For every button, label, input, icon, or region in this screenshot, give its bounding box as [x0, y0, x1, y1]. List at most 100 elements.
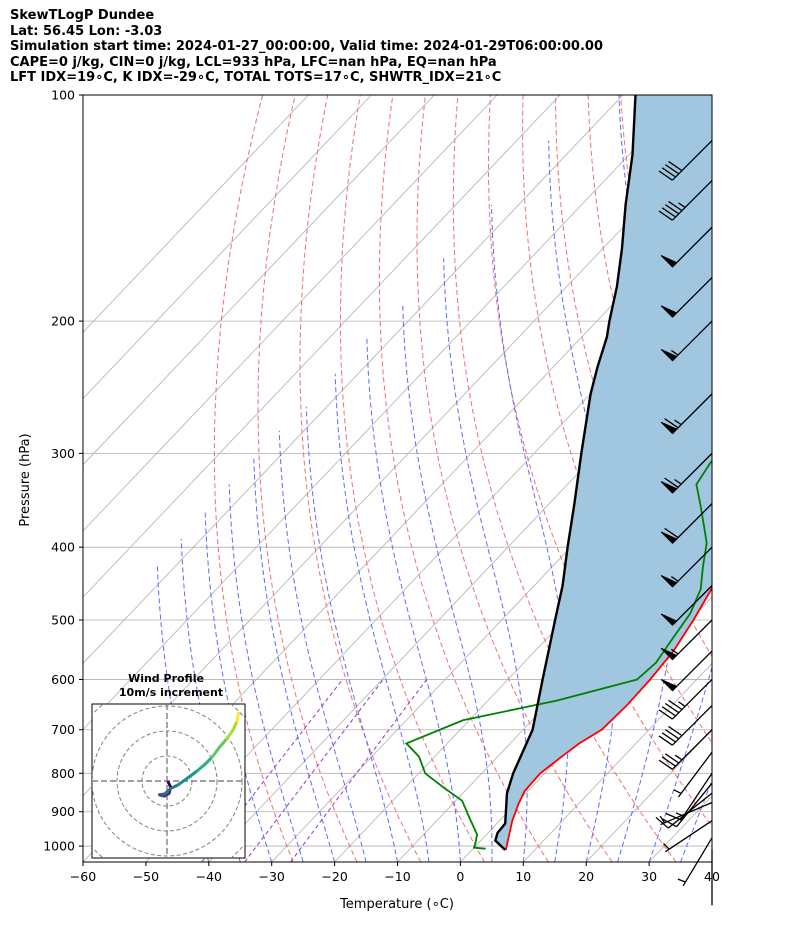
- barb-half: [674, 419, 682, 426]
- isotherm-10: [523, 662, 712, 862]
- hodograph-plot: [92, 704, 245, 858]
- x-tick-label: 40: [704, 869, 720, 884]
- barb-shaft: [671, 705, 713, 746]
- dry-adiabat: [378, 95, 549, 862]
- time-line: Simulation start time: 2024-01-27_00:00:…: [10, 39, 603, 54]
- hodograph-segment: [218, 737, 229, 749]
- barb-pennant: [660, 421, 678, 435]
- barb-shaft: [671, 650, 713, 692]
- x-tick-label: −50: [133, 869, 159, 884]
- x-tick-label: −60: [70, 869, 96, 884]
- dry-adiabat: [718, 95, 794, 862]
- isotherm--140: [83, 95, 309, 333]
- chart-title: SkewTLogP Dundee: [10, 8, 155, 23]
- barb-full: [664, 418, 679, 429]
- wind-barb: [660, 585, 713, 626]
- wind-barb: [660, 503, 713, 544]
- barb-full: [661, 818, 677, 828]
- moist-adiabat: [228, 484, 304, 862]
- barb-half: [678, 701, 686, 707]
- barb-full: [661, 167, 676, 178]
- barb-full: [668, 200, 683, 212]
- y-axis-label: Pressure (hPa): [18, 433, 33, 526]
- dewpoint-line: [404, 459, 712, 850]
- barb-shaft: [671, 585, 713, 626]
- barb-pennant: [660, 481, 678, 494]
- dry-adiabat: [522, 95, 712, 744]
- y-tick-label: 600: [51, 672, 75, 687]
- moist-adiabat: [180, 538, 241, 862]
- x-tick-label: −30: [259, 869, 285, 884]
- moist-adiabat: [744, 95, 794, 862]
- barb-pennant: [660, 305, 678, 318]
- y-tick-label: 1000: [43, 839, 75, 854]
- wind-barbs: [655, 140, 713, 906]
- barb-half: [670, 349, 679, 356]
- isotherm--90: [83, 95, 624, 664]
- barb-shaft: [680, 772, 713, 821]
- wind-barb: [660, 320, 713, 362]
- barb-shaft: [671, 277, 713, 318]
- moist-adiabat: [680, 779, 712, 862]
- barb-full: [664, 753, 680, 764]
- barb-full: [664, 477, 679, 488]
- moist-adiabat: [711, 860, 712, 862]
- isotherm--100: [83, 95, 561, 598]
- barb-half: [673, 789, 682, 795]
- x-axis-label: Temperature (∘C): [339, 897, 454, 912]
- barb-half: [674, 754, 683, 761]
- parcel-line: [493, 95, 637, 851]
- barb-shaft: [671, 546, 713, 588]
- dry-adiabat: [751, 95, 794, 862]
- hodograph-segment: [176, 777, 189, 787]
- isotherm-40: [711, 861, 712, 862]
- y-tick-label: 200: [51, 314, 75, 329]
- temperature-line: [504, 586, 712, 851]
- wind-barb: [658, 705, 713, 746]
- barb-shaft: [671, 452, 713, 494]
- dry-adiabat: [213, 95, 294, 862]
- barb-full: [658, 735, 673, 746]
- hodograph-segment: [235, 712, 240, 723]
- moist-adiabat: [402, 304, 493, 862]
- barb-full: [664, 527, 679, 539]
- barb-full: [658, 210, 673, 221]
- hodograph-segment: [195, 763, 206, 773]
- x-tick-label: −20: [321, 869, 347, 884]
- dry-adiabat: [784, 95, 794, 862]
- hodograph-segment: [210, 745, 221, 759]
- barb-half: [674, 478, 682, 485]
- barb-shaft: [671, 393, 713, 434]
- barb-full: [658, 170, 673, 181]
- barb-half: [662, 842, 670, 850]
- isotherm--110: [83, 95, 498, 532]
- wind-barb: [673, 751, 713, 798]
- barb-pennant: [660, 613, 678, 626]
- indices-line-2: LFT IDX=19∘C, K IDX=-29∘C, TOTAL TOTS=17…: [10, 70, 502, 85]
- y-tick-label: 300: [51, 446, 75, 461]
- barb-half: [670, 576, 679, 582]
- barb-pennant: [660, 647, 678, 661]
- x-tick-label: 30: [641, 869, 657, 884]
- barb-full: [661, 207, 676, 218]
- y-tick-label: 700: [51, 722, 75, 737]
- barb-full: [661, 732, 676, 743]
- barb-full: [668, 699, 683, 711]
- mixing-ratio-line: [290, 679, 428, 862]
- axis-ticks: −60 −50 −40 −30 −20 −10 0 10 20 30 40 100 200 300 400 5…: [43, 88, 720, 885]
- barb-full: [664, 204, 680, 215]
- hodograph-segment: [225, 728, 235, 740]
- barb-full: [664, 164, 680, 175]
- y-tick-label: 500: [51, 612, 75, 627]
- barb-half: [670, 648, 679, 655]
- barb-full: [658, 709, 673, 720]
- y-tick-label: 100: [51, 88, 75, 103]
- y-tick-label: 900: [51, 804, 75, 819]
- barb-shaft: [671, 226, 713, 268]
- barb-full: [668, 725, 683, 737]
- y-tick-label: 800: [51, 766, 75, 781]
- profile-lines: [404, 95, 712, 851]
- barb-full: [661, 756, 676, 767]
- barb-half: [677, 878, 686, 883]
